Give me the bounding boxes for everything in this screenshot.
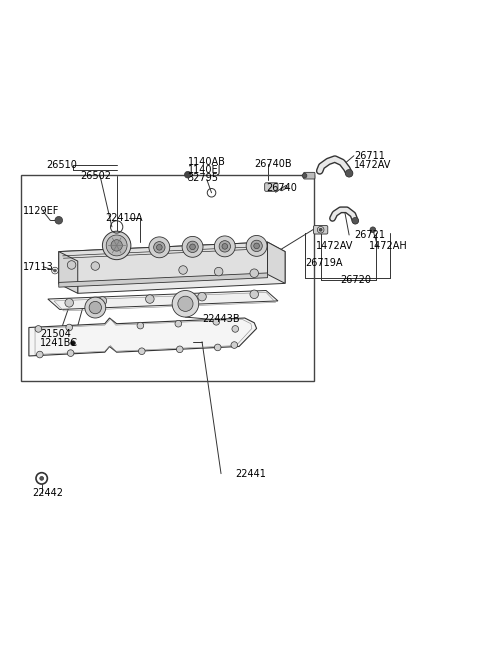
Circle shape bbox=[198, 292, 206, 301]
Text: 1472AH: 1472AH bbox=[369, 241, 408, 251]
Circle shape bbox=[89, 301, 101, 314]
Text: 26719A: 26719A bbox=[305, 259, 343, 269]
Circle shape bbox=[370, 227, 376, 233]
Circle shape bbox=[190, 244, 195, 250]
Circle shape bbox=[67, 350, 74, 356]
Circle shape bbox=[91, 262, 99, 271]
Polygon shape bbox=[281, 185, 288, 191]
FancyBboxPatch shape bbox=[264, 183, 278, 191]
Circle shape bbox=[219, 240, 230, 252]
Circle shape bbox=[106, 235, 127, 256]
Circle shape bbox=[111, 240, 122, 251]
Circle shape bbox=[231, 342, 238, 348]
Circle shape bbox=[246, 235, 267, 256]
Text: 22410A: 22410A bbox=[105, 214, 142, 223]
Circle shape bbox=[67, 261, 76, 269]
Polygon shape bbox=[78, 252, 285, 293]
Circle shape bbox=[138, 348, 145, 354]
Circle shape bbox=[149, 237, 170, 258]
Text: 1472AV: 1472AV bbox=[316, 241, 353, 251]
Polygon shape bbox=[59, 242, 285, 261]
Circle shape bbox=[179, 266, 187, 274]
Circle shape bbox=[345, 170, 353, 177]
Polygon shape bbox=[59, 273, 267, 287]
Text: 22442: 22442 bbox=[32, 487, 63, 498]
Circle shape bbox=[66, 324, 72, 331]
Circle shape bbox=[55, 217, 62, 224]
Circle shape bbox=[222, 244, 228, 249]
Polygon shape bbox=[48, 291, 278, 309]
Circle shape bbox=[102, 231, 131, 259]
Text: 26740: 26740 bbox=[266, 183, 297, 193]
Text: 26740B: 26740B bbox=[254, 159, 292, 169]
Circle shape bbox=[250, 269, 259, 278]
Circle shape bbox=[71, 341, 75, 346]
Text: 1140AB: 1140AB bbox=[188, 157, 226, 168]
Circle shape bbox=[85, 297, 106, 318]
Text: 22443B: 22443B bbox=[202, 314, 240, 324]
Polygon shape bbox=[29, 318, 257, 356]
Text: 26711: 26711 bbox=[354, 151, 385, 160]
Circle shape bbox=[215, 236, 235, 257]
Text: 26502: 26502 bbox=[80, 171, 111, 181]
Circle shape bbox=[215, 267, 223, 276]
Circle shape bbox=[182, 236, 203, 257]
Text: 1241BC: 1241BC bbox=[40, 338, 78, 348]
Circle shape bbox=[172, 291, 199, 317]
Polygon shape bbox=[59, 252, 78, 293]
Text: 21504: 21504 bbox=[40, 329, 71, 339]
Circle shape bbox=[251, 240, 262, 252]
Circle shape bbox=[215, 344, 221, 350]
Text: 32795: 32795 bbox=[188, 172, 219, 183]
Circle shape bbox=[319, 229, 322, 231]
Text: 1140EJ: 1140EJ bbox=[188, 165, 221, 175]
Circle shape bbox=[250, 290, 259, 299]
Bar bbox=[21, 175, 314, 381]
Circle shape bbox=[156, 244, 162, 250]
Circle shape bbox=[65, 299, 73, 307]
Circle shape bbox=[35, 326, 42, 332]
Circle shape bbox=[175, 320, 181, 327]
Circle shape bbox=[177, 346, 183, 352]
Circle shape bbox=[40, 476, 44, 480]
Text: 26510: 26510 bbox=[47, 160, 77, 170]
Text: 22441: 22441 bbox=[235, 468, 266, 479]
Circle shape bbox=[254, 243, 260, 249]
Polygon shape bbox=[59, 242, 267, 284]
Circle shape bbox=[54, 269, 56, 272]
Circle shape bbox=[137, 322, 144, 329]
Polygon shape bbox=[267, 242, 285, 284]
Circle shape bbox=[302, 174, 307, 178]
Circle shape bbox=[352, 217, 359, 224]
Text: 26721: 26721 bbox=[354, 230, 385, 240]
Circle shape bbox=[187, 241, 198, 253]
Circle shape bbox=[232, 326, 239, 332]
Text: 1472AV: 1472AV bbox=[354, 160, 391, 170]
Circle shape bbox=[213, 318, 219, 325]
FancyBboxPatch shape bbox=[303, 172, 315, 179]
Circle shape bbox=[36, 351, 43, 358]
Circle shape bbox=[98, 297, 107, 305]
Circle shape bbox=[184, 172, 191, 178]
FancyBboxPatch shape bbox=[313, 225, 328, 234]
Circle shape bbox=[154, 242, 165, 253]
Text: 26720: 26720 bbox=[341, 275, 372, 285]
Text: 17113: 17113 bbox=[23, 262, 53, 272]
Circle shape bbox=[178, 296, 193, 311]
Text: 1129EF: 1129EF bbox=[23, 206, 59, 216]
Circle shape bbox=[145, 295, 154, 303]
